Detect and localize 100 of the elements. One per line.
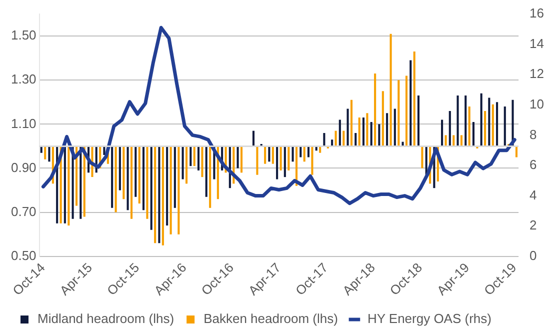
bar bbox=[190, 146, 192, 166]
bar bbox=[240, 146, 243, 173]
bar bbox=[134, 146, 137, 197]
y2-tick-label: 16 bbox=[530, 6, 544, 21]
bar bbox=[64, 146, 66, 224]
bar bbox=[284, 146, 286, 178]
bar bbox=[146, 146, 148, 219]
bar bbox=[182, 146, 184, 180]
bar bbox=[456, 96, 459, 146]
bar bbox=[162, 146, 164, 246]
y-tick-label: 1.30 bbox=[10, 72, 36, 87]
y-tick-label: 0.50 bbox=[10, 248, 36, 263]
bar bbox=[170, 146, 172, 234]
bar bbox=[122, 146, 125, 200]
bar bbox=[460, 135, 463, 146]
y2-tick-label: 8 bbox=[530, 126, 537, 142]
bar bbox=[464, 96, 467, 146]
bar bbox=[484, 110, 486, 146]
bar bbox=[268, 146, 270, 162]
bar bbox=[378, 124, 380, 146]
bar bbox=[452, 135, 455, 146]
legend-label: HY Energy OAS (rhs) bbox=[367, 311, 492, 326]
bar bbox=[386, 113, 388, 146]
bar bbox=[346, 108, 349, 146]
bar bbox=[390, 34, 392, 146]
bar bbox=[374, 73, 376, 146]
bar bbox=[142, 146, 145, 210]
bar bbox=[472, 122, 474, 146]
y2-tick-label: 12 bbox=[530, 66, 544, 82]
y2-tick-label: 14 bbox=[530, 36, 544, 51]
bar bbox=[292, 146, 294, 162]
bar bbox=[413, 51, 416, 146]
bar bbox=[421, 146, 424, 168]
bar bbox=[44, 146, 46, 160]
bar bbox=[197, 146, 200, 170]
bar bbox=[158, 146, 160, 244]
bar bbox=[150, 146, 152, 230]
bar bbox=[126, 146, 129, 210]
y-tick-label: 0.90 bbox=[10, 160, 36, 175]
bar bbox=[303, 146, 306, 162]
bar bbox=[264, 146, 266, 164]
bar bbox=[166, 146, 168, 226]
bar bbox=[362, 118, 364, 146]
bar bbox=[193, 146, 196, 166]
legend-label: Midland headroom (lhs) bbox=[38, 311, 174, 326]
bar bbox=[68, 146, 70, 226]
bar bbox=[111, 146, 114, 208]
bar bbox=[311, 146, 314, 175]
bar bbox=[276, 146, 278, 180]
bar bbox=[118, 146, 121, 190]
bar bbox=[174, 146, 176, 208]
bar bbox=[338, 120, 341, 146]
bar bbox=[504, 106, 506, 146]
bar bbox=[272, 146, 274, 164]
bar bbox=[209, 146, 212, 208]
bar bbox=[405, 76, 408, 146]
bar bbox=[256, 146, 258, 175]
bar bbox=[114, 146, 117, 212]
bar bbox=[334, 130, 337, 146]
bar bbox=[154, 146, 156, 244]
bar bbox=[394, 108, 396, 146]
bar bbox=[444, 135, 447, 146]
bar bbox=[201, 146, 204, 178]
bar bbox=[468, 106, 470, 146]
bar bbox=[417, 96, 420, 146]
bar bbox=[492, 104, 494, 146]
bar bbox=[252, 130, 255, 146]
bar bbox=[185, 146, 188, 184]
bar bbox=[48, 146, 50, 162]
bar bbox=[350, 100, 353, 146]
bar bbox=[130, 146, 133, 219]
bar bbox=[236, 146, 239, 168]
bar bbox=[441, 120, 444, 146]
bar bbox=[342, 130, 345, 146]
y-tick-label: 1.10 bbox=[10, 116, 36, 131]
bar bbox=[398, 80, 400, 146]
bar bbox=[448, 110, 451, 146]
bar bbox=[370, 122, 372, 146]
bar bbox=[410, 60, 412, 146]
y2-tick-label: 2 bbox=[530, 218, 537, 233]
bar bbox=[382, 91, 384, 146]
bar bbox=[138, 146, 140, 204]
bar bbox=[366, 113, 368, 146]
bar bbox=[496, 102, 498, 146]
y-tick-label: 0.70 bbox=[10, 204, 36, 219]
y2-tick-label: 6 bbox=[530, 157, 537, 172]
legend-label: Bakken headroom (lhs) bbox=[204, 311, 338, 326]
bar bbox=[480, 93, 482, 146]
y2-tick-label: 4 bbox=[530, 187, 537, 202]
bar bbox=[354, 132, 357, 146]
bar bbox=[358, 118, 360, 146]
y-tick-label: 1.50 bbox=[10, 28, 36, 43]
bar bbox=[178, 146, 180, 234]
bar bbox=[288, 146, 290, 170]
bar bbox=[323, 132, 326, 146]
y2-tick-label: 0 bbox=[530, 248, 537, 263]
bar bbox=[280, 146, 282, 170]
y2-tick-label: 10 bbox=[530, 96, 544, 112]
bar bbox=[205, 146, 208, 197]
bar bbox=[488, 98, 490, 146]
